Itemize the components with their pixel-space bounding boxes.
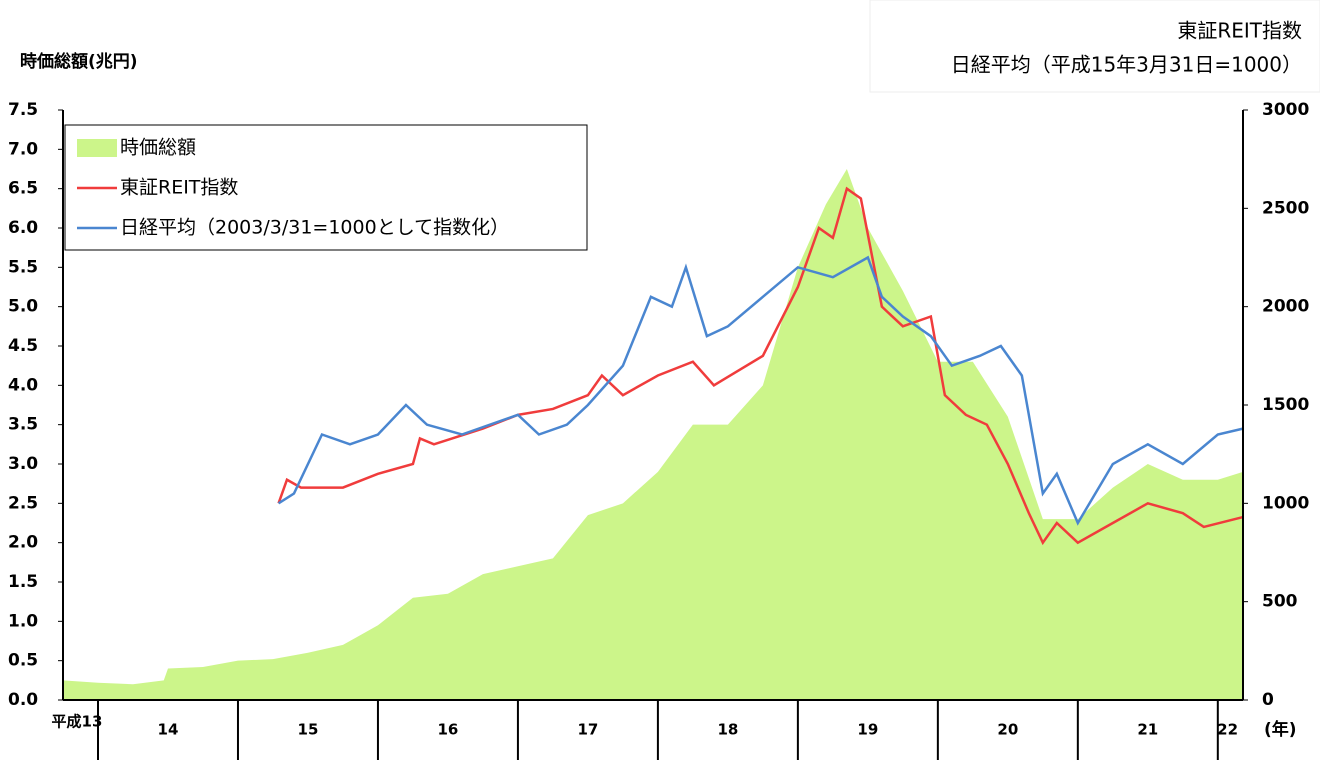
line <box>277 186 1244 546</box>
line <box>277 255 1244 526</box>
area <box>63 169 1243 700</box>
y2-axis-label: 東証REIT指数 <box>1177 19 1302 43</box>
x-tick-label: 15 <box>298 721 319 739</box>
x-tick-label: 21 <box>1137 721 1158 739</box>
y2-tick-label: 2500 <box>1262 198 1309 218</box>
y-tick-label: 6.0 <box>8 218 38 238</box>
x-tick-label: 平成13 <box>52 713 103 731</box>
y-tick-label: 1.5 <box>8 572 38 592</box>
legend-label: 東証REIT指数 <box>120 177 238 199</box>
y-tick-label: 4.0 <box>8 375 38 395</box>
x-tick-label: 17 <box>577 721 598 739</box>
y2-tick-label: 3000 <box>1262 100 1309 120</box>
y-tick-label: 5.5 <box>8 257 38 277</box>
legend-label: 日経平均（2003/3/31=1000として指数化） <box>120 217 509 239</box>
x-tick-label: 14 <box>158 721 179 739</box>
y-tick-label: 0.5 <box>8 651 38 671</box>
y-tick-label: 6.5 <box>8 179 38 199</box>
y2-tick-label: 2000 <box>1262 297 1309 317</box>
x-tick-label: 19 <box>857 721 878 739</box>
x-tick-label: 16 <box>437 721 458 739</box>
y-tick-label: 2.0 <box>8 533 38 553</box>
legend-box <box>64 124 588 251</box>
y-tick-label: 4.5 <box>8 336 38 356</box>
y-tick-label: 2.5 <box>8 493 38 513</box>
y2-label-box <box>869 0 1320 93</box>
y2-tick-label: 0 <box>1262 690 1274 710</box>
y-tick-label: 7.5 <box>8 100 38 120</box>
x-tick-label: 18 <box>717 721 738 739</box>
y2-axis-label: 日経平均（平成15年3月31日=1000） <box>951 53 1302 77</box>
y-tick-label: 1.0 <box>8 611 38 631</box>
y2-tick-label: 500 <box>1262 592 1298 612</box>
y-tick-label: 7.0 <box>8 139 38 159</box>
legend-label: 時価総額 <box>120 137 196 159</box>
y-tick-label: 3.0 <box>8 454 38 474</box>
y2-tick-label: 1500 <box>1262 395 1309 415</box>
x-unit: (年) <box>1264 719 1297 740</box>
y-tick-label: 3.5 <box>8 415 38 435</box>
y-tick-label: 0.0 <box>8 690 38 710</box>
x-tick-label: 22 <box>1217 721 1238 739</box>
x-tick-label: 20 <box>997 721 1018 739</box>
y-tick-label: 5.0 <box>8 297 38 317</box>
legend-swatch <box>77 139 117 157</box>
y-axis-label: 時価総額(兆円) <box>20 51 138 72</box>
y2-tick-label: 1000 <box>1262 493 1309 513</box>
